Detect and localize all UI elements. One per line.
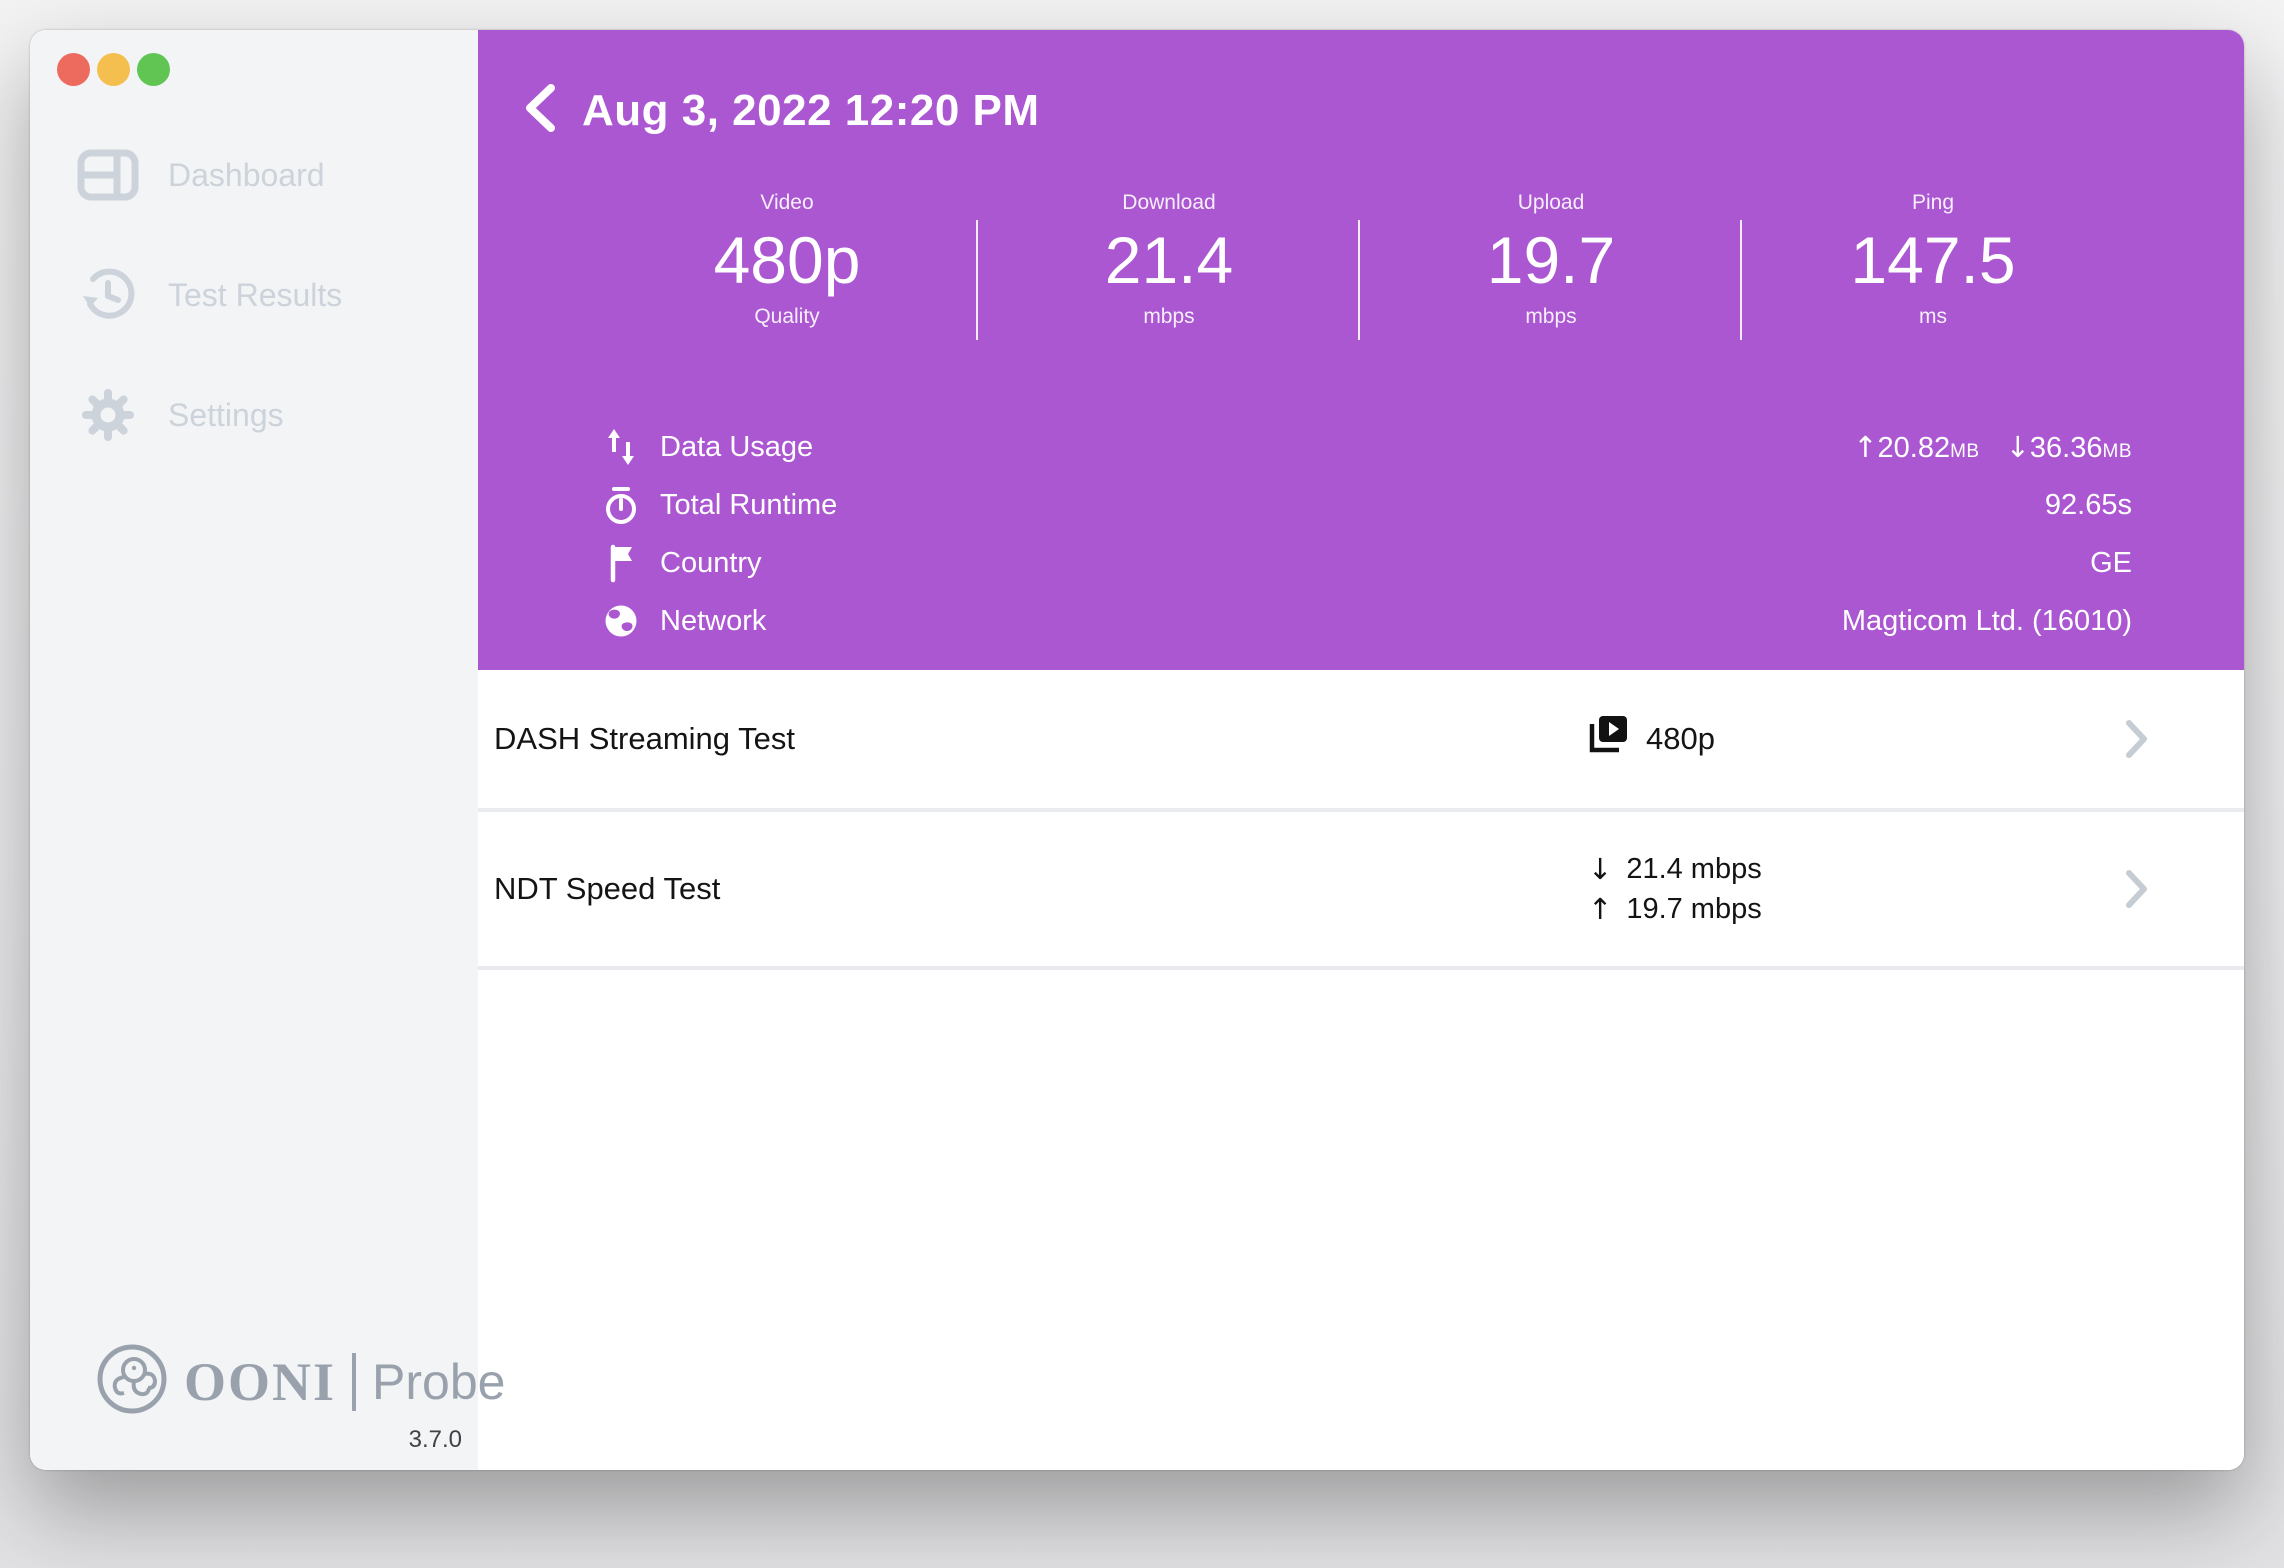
app-window: Dashboard Test Results: [30, 30, 2244, 1470]
download-data-value: 36.36: [2029, 431, 2103, 464]
sidebar-item-label: Dashboard: [168, 156, 325, 193]
test-name: DASH Streaming Test: [494, 721, 795, 756]
brand-product: Probe: [372, 1353, 506, 1410]
stopwatch-icon: [600, 485, 642, 525]
ooni-probe-logo: OONI Probe: [96, 1343, 505, 1420]
detail-row-country: Country GE: [600, 534, 2132, 592]
metric-unit: Quality: [754, 305, 820, 328]
test-row-ndt-speed[interactable]: NDT Speed Test ↓ 21.4 mbps ↑ 19.7 mbps: [478, 812, 2244, 970]
download-arrow-icon: ↓: [1588, 852, 1613, 886]
download-data-unit: MB: [2102, 440, 2132, 462]
metric-label: Download: [1122, 191, 1216, 214]
metric-value: 147.5: [1850, 223, 2016, 297]
metric-download: Download 21.4 mbps: [978, 188, 1360, 340]
sidebar-item-test-results[interactable]: Test Results: [30, 235, 478, 355]
minimize-window-button[interactable]: [97, 53, 130, 86]
page-title: Aug 3, 2022 12:20 PM: [582, 85, 1040, 135]
metric-label: Video: [760, 191, 814, 214]
metric-unit: mbps: [1525, 305, 1577, 328]
main-content: Aug 3, 2022 12:20 PM Video 480p Quality …: [478, 30, 2244, 1470]
dash-result-value: 480p: [1646, 721, 1715, 756]
chevron-left-icon: [522, 82, 558, 139]
sidebar-item-settings[interactable]: Settings: [30, 355, 478, 475]
data-usage-value: ↑20.82MB ↓36.36MB: [1853, 430, 2132, 465]
ndt-download-value: 21.4 mbps: [1626, 853, 1762, 885]
ndt-result: ↓ 21.4 mbps ↑ 19.7 mbps: [1588, 849, 1762, 929]
detail-row-data-usage: Data Usage ↑20.82MB ↓36.36MB: [600, 418, 2132, 476]
detail-label: Total Runtime: [660, 488, 838, 521]
metric-value: 480p: [713, 223, 861, 297]
sidebar: Dashboard Test Results: [30, 30, 505, 1470]
dashboard-icon: [76, 149, 140, 201]
video-library-icon: [1588, 714, 1630, 764]
detail-row-network: Network Magticom Ltd. (16010): [600, 592, 2132, 650]
sidebar-item-dashboard[interactable]: Dashboard: [30, 115, 478, 235]
upload-arrow-icon: ↑: [1588, 892, 1613, 926]
metric-value: 19.7: [1486, 223, 1616, 297]
ooni-octopus-icon: [96, 1343, 168, 1420]
metric-ping: Ping 147.5 ms: [1742, 188, 2124, 332]
detail-label: Network: [660, 604, 767, 637]
brand-name: OONI: [184, 1351, 337, 1412]
metrics-row: Video 480p Quality Download 21.4 mbps Up…: [596, 188, 2124, 340]
detail-row-total-runtime: Total Runtime 92.65s: [600, 476, 2132, 534]
metric-unit: ms: [1919, 305, 1947, 328]
close-window-button[interactable]: [57, 53, 90, 86]
detail-label: Data Usage: [660, 430, 814, 463]
test-name: NDT Speed Test: [494, 871, 721, 906]
gear-icon: [76, 386, 140, 444]
detail-label: Country: [660, 546, 762, 579]
flag-icon: [600, 543, 642, 583]
network-value: Magticom Ltd. (16010): [1841, 604, 2132, 637]
upload-data-unit: MB: [1950, 440, 1980, 462]
dash-result: 480p: [1588, 714, 1715, 764]
result-summary-header: Aug 3, 2022 12:20 PM Video 480p Quality …: [478, 30, 2244, 670]
metric-label: Upload: [1517, 191, 1585, 214]
up-arrow-icon: ↑: [1853, 429, 1878, 464]
chevron-right-icon: [2124, 867, 2150, 911]
globe-icon: [600, 602, 642, 640]
down-arrow-icon: ↓: [2005, 429, 2030, 464]
test-row-dash-streaming[interactable]: DASH Streaming Test 480p: [478, 670, 2244, 812]
summary-details: Data Usage ↑20.82MB ↓36.36MB: [600, 418, 2132, 650]
sidebar-item-label: Settings: [168, 396, 284, 433]
app-version: 3.7.0: [408, 1426, 462, 1453]
metric-unit: mbps: [1143, 305, 1195, 328]
metric-upload: Upload 19.7 mbps: [1360, 188, 1742, 340]
back-button[interactable]: [522, 82, 558, 139]
data-usage-icon: [600, 426, 642, 468]
metric-label: Ping: [1911, 191, 1955, 214]
sidebar-item-label: Test Results: [168, 276, 343, 313]
total-runtime-value: 92.65s: [2044, 488, 2132, 521]
metric-value: 21.4: [1104, 223, 1234, 297]
upload-data-value: 20.82: [1877, 431, 1951, 464]
window-controls: [30, 30, 478, 86]
header-title-row: Aug 3, 2022 12:20 PM: [522, 82, 1040, 139]
brand-divider: [352, 1352, 357, 1411]
empty-content-area: [478, 970, 2244, 1470]
sidebar-nav: Dashboard Test Results: [30, 115, 478, 475]
ndt-upload-value: 19.7 mbps: [1626, 893, 1762, 925]
chevron-right-icon: [2124, 717, 2150, 761]
history-icon: [76, 266, 140, 324]
metric-video: Video 480p Quality: [596, 188, 978, 340]
country-value: GE: [2090, 546, 2132, 579]
zoom-window-button[interactable]: [137, 53, 170, 86]
